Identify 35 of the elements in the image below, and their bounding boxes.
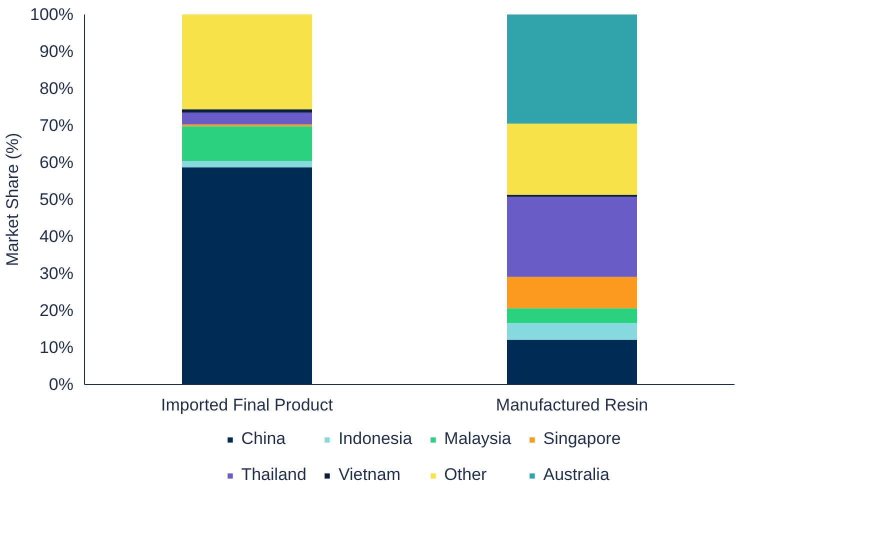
bar — [507, 340, 637, 384]
y-tick-label: 100% — [30, 5, 74, 24]
bar — [182, 167, 312, 384]
y-tick-label: 60% — [39, 153, 74, 172]
y-tick-label: 80% — [39, 79, 74, 98]
x-tick-label: Manufactured Resin — [496, 396, 648, 414]
bar — [507, 323, 637, 340]
bar — [182, 161, 312, 168]
y-tick-label: 50% — [39, 190, 74, 209]
bar — [182, 112, 312, 124]
legend-label: Indonesia — [338, 428, 412, 450]
bar — [507, 14, 637, 124]
legend-label: Other — [444, 464, 487, 486]
legend-label: Malaysia — [444, 428, 512, 450]
y-tick-label: 70% — [39, 116, 74, 135]
bar — [507, 308, 637, 324]
bar — [182, 126, 312, 162]
bar — [507, 124, 637, 195]
legend-label: Thailand — [241, 464, 306, 486]
y-tick-label: 10% — [39, 338, 74, 357]
y-tick-label: 0% — [48, 375, 74, 394]
bar — [182, 109, 312, 113]
y-tick-label: 40% — [39, 227, 74, 246]
y-tick-label: 90% — [39, 42, 74, 61]
bar — [182, 14, 312, 110]
legend-label: Australia — [543, 464, 610, 486]
legend-label: Singapore — [543, 428, 621, 450]
bar — [507, 276, 637, 308]
y-tick-label: 20% — [39, 301, 74, 320]
y-axis-title: Market Share (%) — [3, 132, 22, 266]
x-tick-label: Imported Final Product — [161, 396, 334, 414]
y-tick-label: 30% — [39, 264, 74, 283]
bar — [507, 196, 637, 277]
legend-label: China — [241, 428, 286, 450]
legend-label: Vietnam — [338, 464, 400, 486]
